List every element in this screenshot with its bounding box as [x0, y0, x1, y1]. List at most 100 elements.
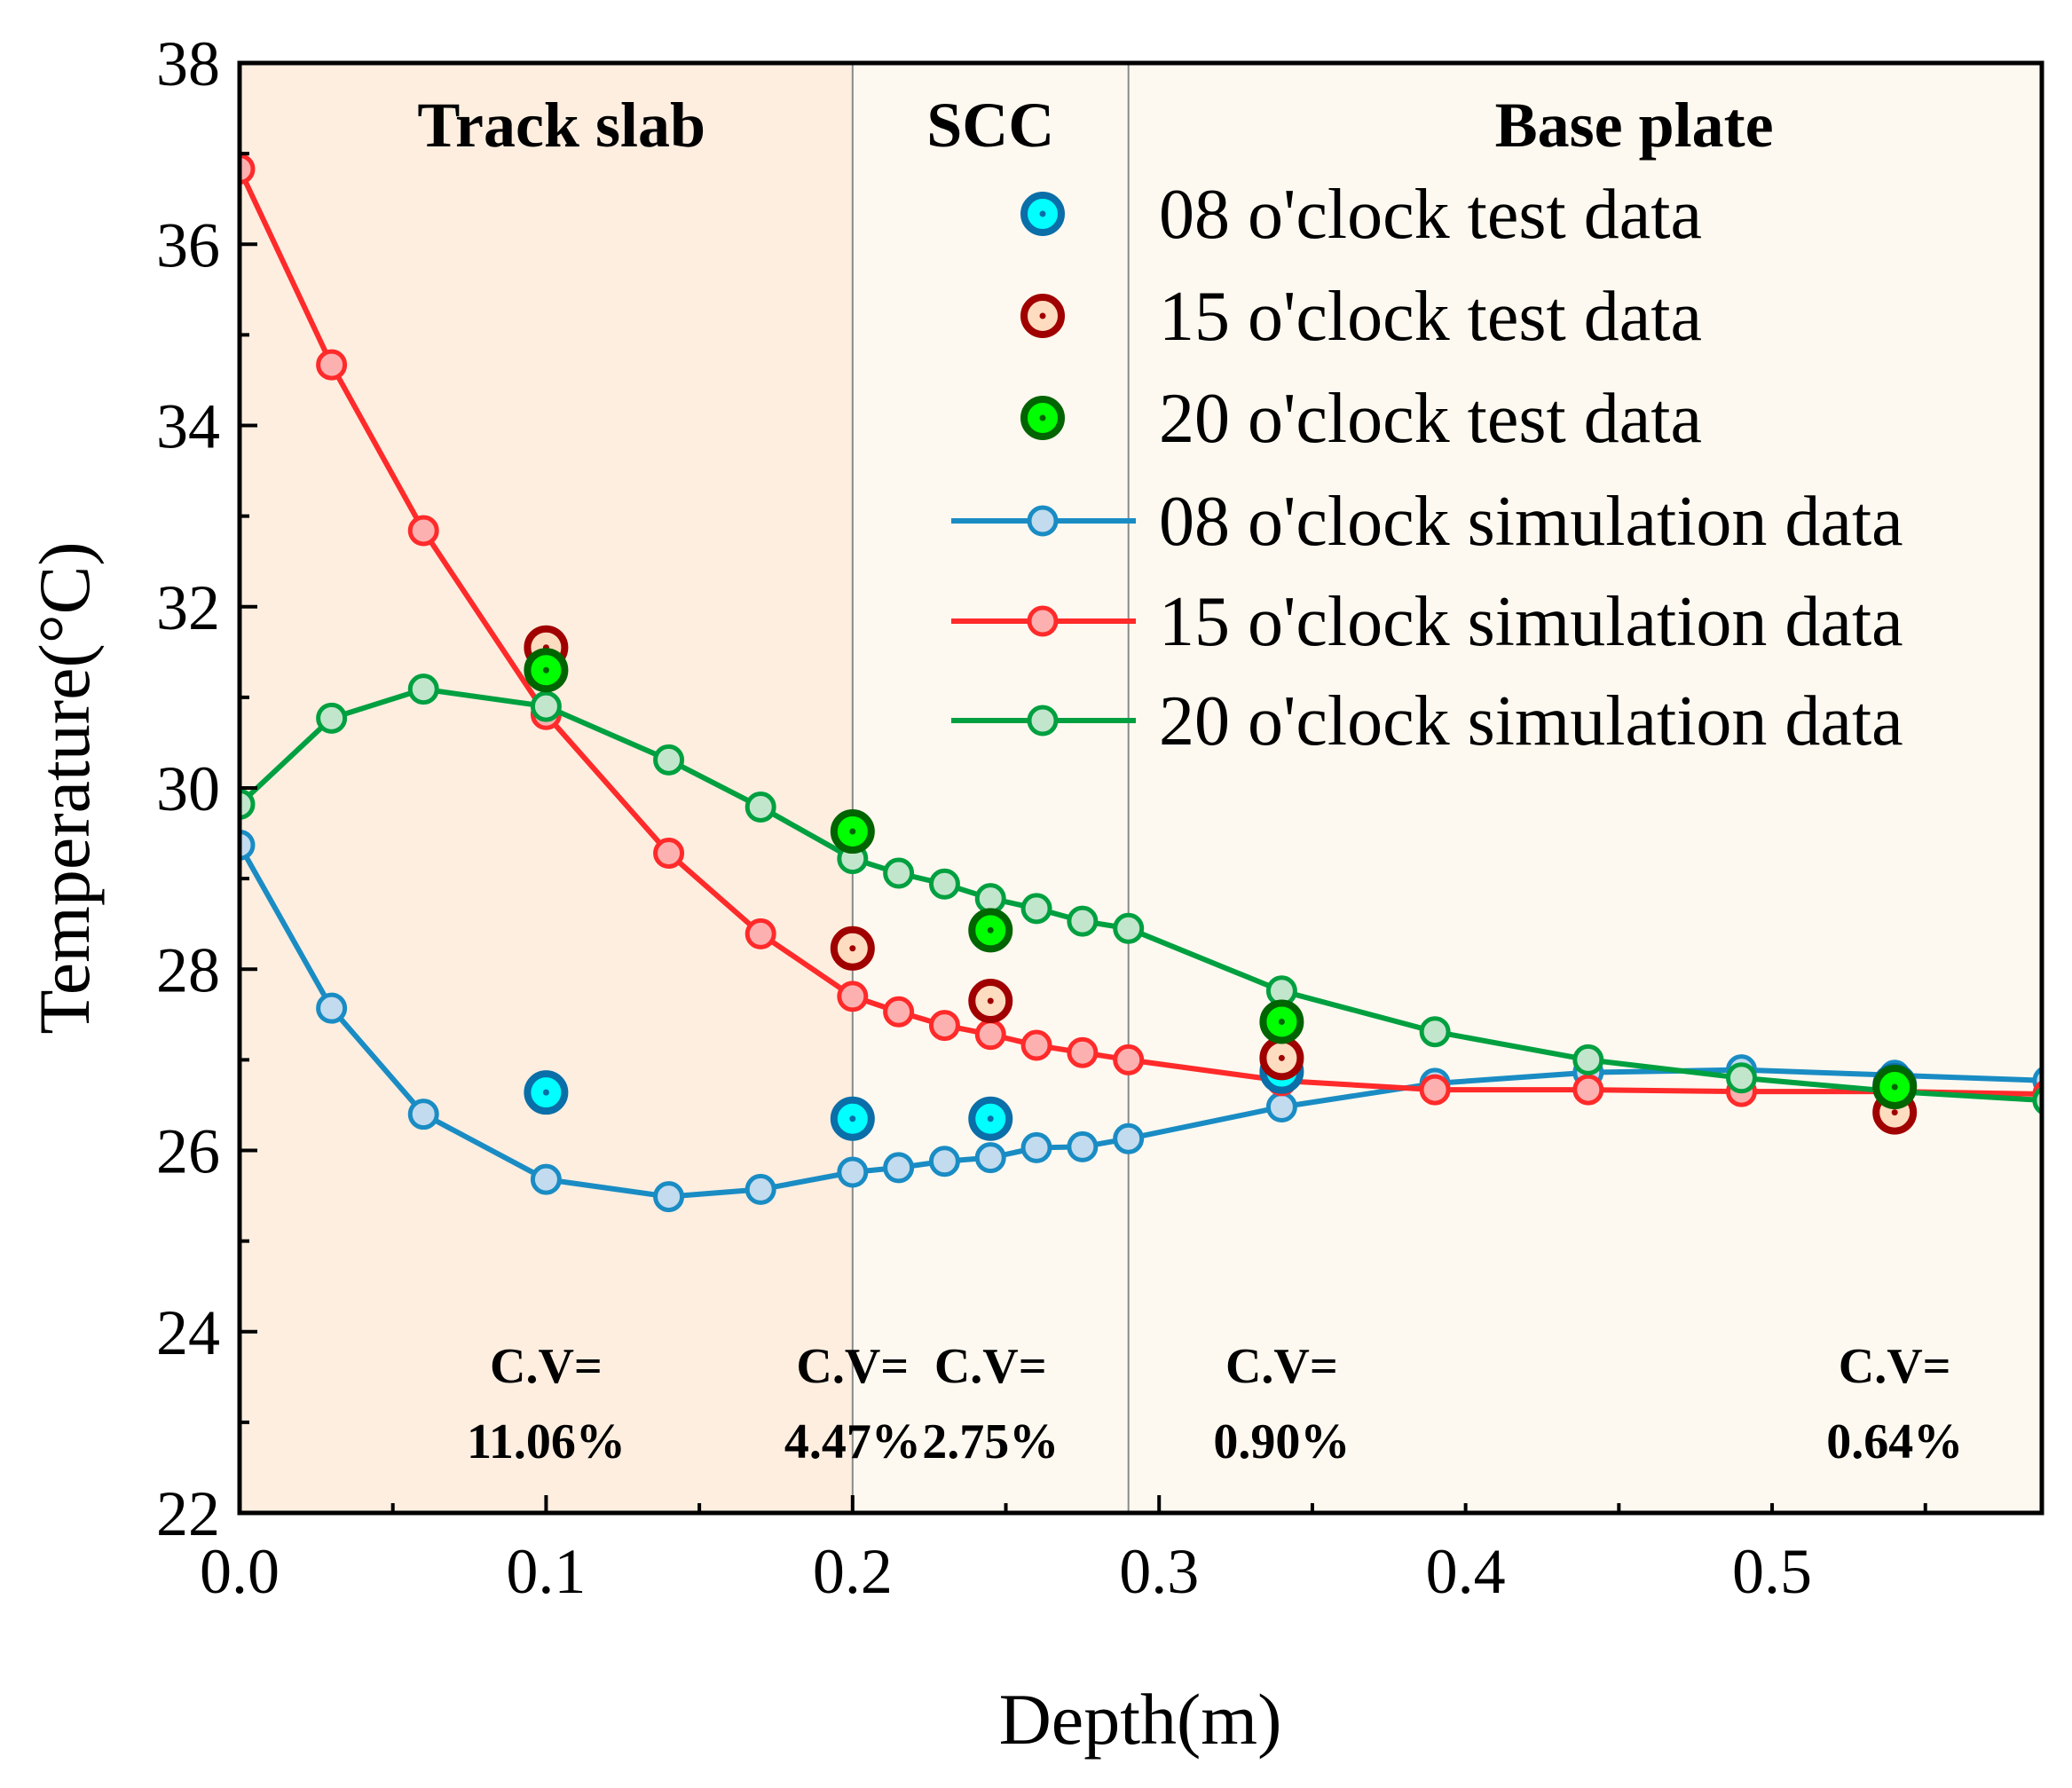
sim-point-1 — [1020, 1029, 1052, 1061]
sim-point-0 — [530, 1163, 562, 1195]
y-tick-label: 22 — [156, 1478, 220, 1549]
sim-point-1 — [240, 153, 256, 185]
sim-point-2 — [1067, 905, 1099, 937]
x-axis-label: Depth(m) — [999, 1679, 1282, 1760]
sim-point-0 — [837, 1156, 869, 1188]
y-tick-label: 26 — [156, 1116, 220, 1187]
region-2 — [1128, 63, 2042, 1513]
sim-point-2 — [883, 857, 915, 889]
sim-point-0 — [745, 1173, 776, 1205]
region-label: Base plate — [1495, 90, 1774, 161]
cv-value: 4.47% — [784, 1414, 921, 1469]
test-point-dot — [849, 1115, 856, 1122]
sim-point-1 — [653, 838, 685, 870]
cv-title: C.V= — [1839, 1339, 1951, 1394]
sim-point-1 — [974, 1019, 1006, 1051]
sim-point-0 — [1067, 1130, 1099, 1162]
sim-point-0 — [407, 1099, 439, 1130]
y-axis-label: Temperature(°C) — [24, 541, 105, 1034]
x-tick-label: 0.2 — [813, 1536, 893, 1607]
legend-marker-sim-2 — [1027, 705, 1059, 736]
x-tick-label: 0.5 — [1732, 1536, 1812, 1607]
sim-point-2 — [1113, 912, 1145, 944]
sim-point-1 — [1572, 1074, 1604, 1106]
y-tick-label: 32 — [156, 572, 220, 643]
test-point-dot — [987, 926, 994, 933]
sim-point-2 — [1572, 1044, 1604, 1075]
sim-point-0 — [974, 1142, 1006, 1174]
sim-point-0 — [883, 1152, 915, 1184]
sim-point-0 — [1265, 1091, 1297, 1122]
sim-point-0 — [1020, 1131, 1052, 1163]
sim-point-0 — [240, 829, 256, 861]
legend-marker-sim-1 — [1027, 605, 1059, 637]
cv-value: 0.90% — [1213, 1414, 1350, 1469]
sim-point-1 — [928, 1010, 960, 1042]
sim-point-2 — [240, 788, 256, 820]
legend-label: 08 o'clock test data — [1159, 176, 1702, 254]
x-tick-label: 0.4 — [1426, 1536, 1506, 1607]
legend-marker-sim-0 — [1027, 505, 1059, 537]
test-point-dot — [1891, 1109, 1898, 1116]
series-layer — [240, 153, 2042, 1213]
cv-annotations: C.V=11.06%C.V=4.47%C.V=2.75%C.V=0.90%C.V… — [467, 1339, 1963, 1469]
test-point-dot — [849, 828, 856, 835]
region-0 — [240, 63, 853, 1513]
region-1 — [852, 63, 1129, 1513]
sim-point-2 — [653, 744, 685, 776]
sim-point-1 — [407, 515, 439, 547]
sim-point-2 — [530, 690, 562, 722]
sim-point-2 — [1726, 1062, 1757, 1094]
region-labels: Track slab SCC Base plate — [417, 90, 1773, 161]
cv-value: 0.64% — [1826, 1414, 1963, 1469]
test-point-dot — [987, 1115, 994, 1122]
cv-title: C.V= — [490, 1339, 603, 1394]
test-point-dot — [542, 1089, 549, 1096]
x-tick-label: 0.3 — [1119, 1536, 1199, 1607]
legend-label: 08 o'clock simulation data — [1159, 483, 1903, 561]
sim-point-2 — [407, 673, 439, 705]
y-tick-label: 36 — [156, 209, 220, 280]
region-backgrounds — [240, 63, 2042, 1513]
sim-point-2 — [745, 791, 776, 823]
legend-marker-dot — [1039, 210, 1046, 217]
legend-label: 20 o'clock test data — [1159, 380, 1702, 458]
legend-label: 15 o'clock simulation data — [1159, 583, 1903, 661]
sim-point-0 — [1113, 1122, 1145, 1154]
region-label: SCC — [926, 90, 1054, 161]
y-tick-label: 30 — [156, 753, 220, 824]
sim-point-1 — [745, 918, 776, 949]
sim-point-0 — [653, 1181, 685, 1213]
cv-value: 11.06% — [467, 1414, 626, 1469]
sim-point-2 — [316, 702, 348, 734]
sim-point-1 — [1113, 1044, 1145, 1075]
region-label: Track slab — [417, 90, 705, 161]
legend-marker-dot — [1039, 312, 1046, 319]
sim-point-0 — [316, 992, 348, 1024]
legend-label: 15 o'clock test data — [1159, 278, 1702, 356]
test-point-dot — [1891, 1083, 1898, 1091]
sim-point-1 — [1067, 1036, 1099, 1068]
sim-point-1 — [316, 349, 348, 381]
axes: 22 24 26 28 30 32 34 36 38 0.0 0.1 0.2 0.3 0.4 0.5 — [156, 28, 2044, 1607]
legend-label: 20 o'clock simulation data — [1159, 682, 1903, 760]
legend-marker-dot — [1039, 414, 1046, 421]
sim-point-2 — [974, 883, 1006, 915]
legend: 08 o'clock test data 15 o'clock test data… — [951, 176, 1903, 760]
y-tick-label: 24 — [156, 1297, 220, 1368]
sim-point-2 — [1419, 1016, 1451, 1048]
sim-point-1 — [837, 981, 869, 1012]
test-point-dot — [1278, 1018, 1285, 1025]
sim-point-2 — [928, 868, 960, 900]
sim-point-0 — [928, 1146, 960, 1178]
test-point-dot — [1278, 1054, 1285, 1061]
sim-point-2 — [2032, 1086, 2042, 1115]
test-point-dot — [987, 997, 994, 1004]
y-tick-label: 28 — [156, 934, 220, 1005]
cv-value: 2.75% — [922, 1414, 1059, 1469]
sim-point-1 — [883, 996, 915, 1028]
x-tick-label: 0.0 — [200, 1536, 280, 1607]
cv-title: C.V= — [934, 1339, 1047, 1394]
cv-title: C.V= — [796, 1339, 909, 1394]
